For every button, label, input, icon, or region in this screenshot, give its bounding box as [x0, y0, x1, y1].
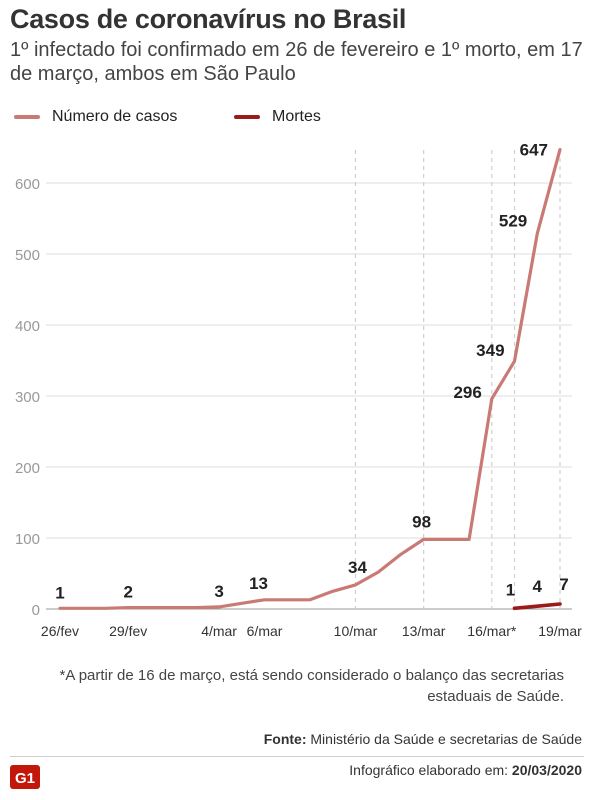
x-tick-label: 13/mar [402, 623, 446, 639]
x-tick-label: 26/fev [41, 623, 79, 639]
cases-data-label: 296 [453, 383, 481, 402]
footer-divider [10, 756, 584, 757]
cases-line [58, 148, 562, 610]
source-line: Fonte: Ministério da Saúde e secretarias… [264, 731, 582, 747]
cases-data-label: 2 [123, 583, 132, 602]
logo-text: G1 [15, 770, 35, 787]
y-tick-label: 600 [15, 176, 40, 193]
series-lines [58, 148, 562, 611]
y-tick-label: 500 [15, 247, 40, 264]
y-tick-label: 0 [32, 602, 40, 619]
x-tick-label: 6/mar [247, 623, 283, 639]
source-text: Ministério da Saúde e secretarias de Saú… [310, 731, 582, 747]
x-axis: 26/fev 29/fev 4/mar 6/mar 10/mar 13/mar 16/mar… [41, 623, 582, 639]
legend-swatch-deaths [234, 115, 260, 119]
x-tick-label: 16/mar* [467, 623, 517, 639]
deaths-data-label: 4 [533, 577, 543, 596]
credit-label: Infográfico elaborado em: [349, 762, 509, 778]
footnote: *A partir de 16 de março, está sendo con… [59, 667, 564, 705]
deaths-line [512, 602, 562, 611]
cases-data-label: 529 [499, 211, 527, 230]
cases-data-label: 3 [214, 582, 223, 601]
chart-title: Casos de coronavírus no Brasil [10, 4, 407, 34]
cases-data-label: 1 [55, 583, 64, 602]
x-tick-label: 10/mar [334, 623, 378, 639]
line-chart: 0 100 200 300 400 500 600 26/fev 29/fev 4/mar 6/m… [15, 141, 582, 639]
y-tick-label: 300 [15, 389, 40, 406]
y-tick-label: 200 [15, 460, 40, 477]
cases-data-label: 647 [520, 141, 548, 160]
y-axis: 0 100 200 300 400 500 600 [15, 176, 40, 619]
credit-line: Infográfico elaborado em: 20/03/2020 [349, 762, 582, 778]
cases-data-label: 98 [412, 512, 431, 531]
legend-label-cases: Número de casos [52, 108, 178, 125]
x-tick-label: 29/fev [109, 623, 147, 639]
cases-data-label: 349 [476, 341, 504, 360]
g1-logo: G1 [10, 765, 40, 789]
legend-item-deaths: Mortes [234, 108, 321, 126]
cases-data-label: 13 [249, 574, 268, 593]
x-tick-label: 19/mar [538, 623, 582, 639]
legend-label-deaths: Mortes [272, 108, 321, 125]
gridlines [46, 182, 572, 610]
legend-swatch-cases [14, 115, 40, 119]
y-tick-label: 100 [15, 531, 40, 548]
deaths-data-label: 7 [559, 575, 568, 594]
y-tick-label: 400 [15, 318, 40, 335]
chart-subtitle: 1º infectado foi confirmado em 26 de fev… [10, 39, 583, 85]
credit-date: 20/03/2020 [511, 762, 582, 778]
cases-data-label: 34 [348, 558, 367, 577]
deaths-data-label: 1 [506, 580, 515, 599]
legend-item-cases: Número de casos [14, 108, 177, 126]
x-tick-label: 4/mar [201, 623, 237, 639]
source-label: Fonte: [263, 731, 307, 747]
